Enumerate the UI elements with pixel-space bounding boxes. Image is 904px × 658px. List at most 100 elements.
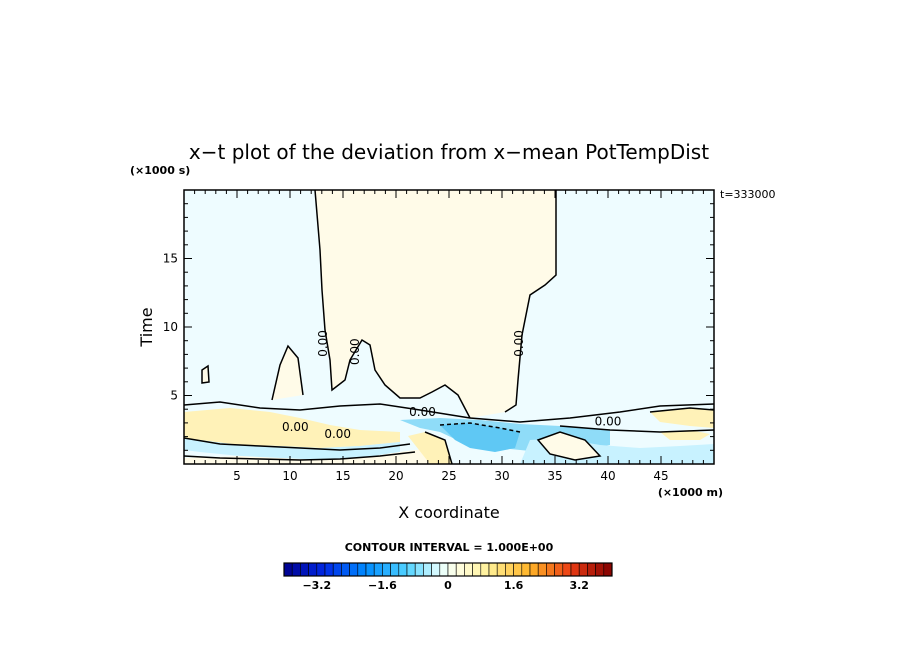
contour-line-right-warm: [649, 407, 714, 413]
field-warm-patch-center: [408, 432, 452, 464]
colorbar-cell: [431, 562, 441, 577]
colorbar-cell: [283, 562, 293, 577]
colorbar-cell: [291, 562, 301, 577]
colorbar-tick-label: −3.2: [302, 579, 331, 592]
colorbar-cell: [603, 562, 613, 577]
colorbar-cell: [308, 562, 318, 577]
colorbar-cell: [554, 562, 564, 577]
field-warm-patch-right-low: [660, 430, 710, 440]
contour-line-cold-core: [439, 422, 521, 433]
colorbar-cell: [587, 562, 596, 577]
y-tick-label: 10: [163, 320, 178, 334]
colorbar-cell: [595, 562, 605, 577]
field-cool-band-left: [184, 438, 400, 460]
x-tick-label: 15: [335, 469, 350, 483]
contour-line-left-blob: [271, 344, 304, 401]
x-tick-label: 10: [282, 469, 297, 483]
x-tick-label: 20: [388, 469, 403, 483]
contour-line-small-blob: [201, 364, 210, 384]
colorbar-cell: [578, 562, 588, 577]
colorbar-tick-label: 1.6: [504, 579, 524, 592]
colorbar-cell: [357, 562, 367, 577]
contour-label: 0.00: [324, 427, 351, 441]
contour-line-upper-left: [314, 190, 471, 419]
y-axis-label: Time: [137, 307, 156, 347]
x-tick-label: 35: [547, 469, 562, 483]
x-axis-label: X coordinate: [398, 503, 499, 522]
x-tick-label: 45: [653, 469, 668, 483]
contour-label: 0.00: [348, 338, 362, 365]
colorbar-cell: [414, 562, 424, 577]
contour-label: 0.00: [512, 330, 526, 357]
contour-line-band-mid: [184, 437, 411, 451]
field-positive-region-left: [272, 346, 303, 400]
chart-title: x−t plot of the deviation from x−mean Po…: [189, 140, 709, 164]
colorbar-cell: [488, 562, 498, 577]
x-axis: 5 10 15 20 25 30 35 40 45: [194, 190, 704, 483]
contour-line-band-top: [184, 401, 714, 423]
colorbar-cell: [447, 562, 457, 577]
x-tick-label: 30: [494, 469, 509, 483]
colorbar-cell: [521, 562, 531, 577]
colorbar-cell: [300, 562, 309, 577]
contour-label: 0.00: [595, 415, 622, 429]
colorbar: [283, 562, 613, 577]
colorbar-cell: [439, 562, 449, 577]
colorbar-cell: [464, 562, 473, 577]
contour-line-center-lower: [424, 431, 453, 464]
field-positive-region-upper: [315, 190, 556, 418]
x-tick-label: 5: [233, 469, 241, 483]
x-unit-label: (×1000 m): [658, 486, 723, 499]
y-tick-label: 5: [170, 389, 178, 403]
time-stamp: t=333000: [720, 188, 776, 201]
colorbar-cell: [382, 562, 391, 577]
field-warm-patch-right: [650, 408, 714, 428]
field-cold-core: [440, 423, 520, 452]
x-tick-label: 40: [600, 469, 615, 483]
colorbar-cell: [546, 562, 555, 577]
colorbar-ticks: −3.2 −1.6 0 1.6 3.2: [302, 579, 589, 592]
colorbar-cell: [349, 562, 359, 577]
colorbar-cell: [324, 562, 334, 577]
contour-lines: [184, 190, 714, 464]
y-axis: 5 10 15: [163, 203, 714, 451]
colorbar-cell: [398, 562, 408, 577]
contour-line-right-band: [559, 425, 714, 433]
colorbar-frame: [283, 562, 613, 577]
colorbar-cell: [513, 562, 523, 577]
contour-label: 0.00: [282, 420, 309, 434]
y-tick-label: 15: [163, 252, 178, 266]
colorbar-cell: [373, 562, 383, 577]
colorbar-tick-label: −1.6: [368, 579, 397, 592]
colorbar-cell: [406, 562, 416, 577]
x-tick-label: 25: [441, 469, 456, 483]
colorbar-cell: [562, 562, 572, 577]
colorbar-cell: [390, 562, 400, 577]
heatmap-field: 0.00 0.00 0.00 0.00 0.00 0.00 0.00: [184, 190, 714, 464]
colorbar-cell: [496, 562, 506, 577]
colorbar-tick-label: 3.2: [569, 579, 589, 592]
colorbar-cell: [316, 562, 326, 577]
colorbar-cell: [537, 562, 547, 577]
contour-interval-label: CONTOUR INTERVAL = 1.000E+00: [345, 541, 554, 554]
field-warm-band-left: [184, 408, 400, 448]
y-unit-label: (×1000 s): [130, 164, 190, 177]
colorbar-cell: [529, 562, 539, 577]
colorbar-cell: [423, 562, 432, 577]
colorbar-tick-label: 0: [444, 579, 452, 592]
colorbar-cell: [341, 562, 350, 577]
colorbar-cell: [472, 562, 482, 577]
colorbar-cell: [455, 562, 465, 577]
colorbar-cell: [480, 562, 490, 577]
colorbar-cell: [570, 562, 580, 577]
field-positive-patch-right: [538, 432, 600, 460]
colorbar-cell: [332, 562, 342, 577]
contour-label: 0.00: [316, 330, 330, 357]
contour-label-group: 0.00 0.00 0.00 0.00 0.00 0.00 0.00: [282, 330, 621, 441]
contour-line-right-lower: [536, 431, 602, 461]
colorbar-cell: [505, 562, 514, 577]
field-positive-blob-small: [202, 366, 209, 383]
contour-line-upper-right: [504, 190, 557, 413]
contour-line-band-low: [184, 451, 416, 461]
